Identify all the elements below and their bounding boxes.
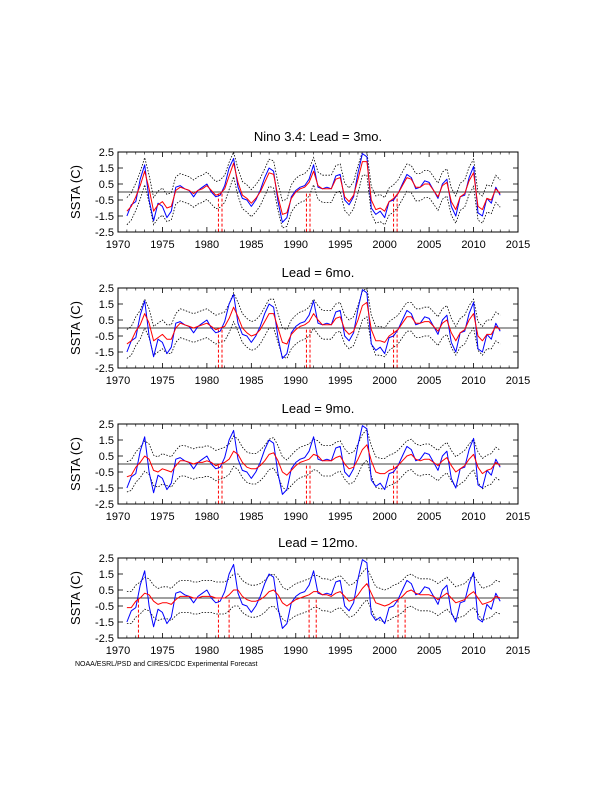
x-tick-label: 2000 — [372, 239, 396, 251]
x-tick-label: 2005 — [417, 239, 441, 251]
y-axis-label: SSTA (C) — [68, 165, 83, 219]
plot-frame — [117, 287, 519, 369]
uncertainty-band-lower — [126, 316, 501, 359]
plot-frame — [117, 151, 519, 233]
y-tick-label: -2.5 — [95, 363, 114, 375]
chart-panel-3: Lead = 9mo. SSTA (C) 1970 1975 1980 1985 1990 1… — [68, 401, 530, 523]
x-tick-label: 1985 — [239, 645, 263, 657]
x-tick-label: 2000 — [372, 375, 396, 387]
x-tick-label: 1990 — [284, 375, 308, 387]
x-tick-label: 2010 — [461, 511, 485, 523]
x-tick-label: 1975 — [150, 511, 174, 523]
x-tick-label: 2005 — [417, 511, 441, 523]
y-tick-label: 1.5 — [99, 569, 114, 581]
y-tick-label: 0.5 — [99, 451, 114, 463]
y-tick-label: -1.5 — [95, 617, 114, 629]
x-tick-label: 2005 — [417, 375, 441, 387]
x-tick-label: 1975 — [150, 239, 174, 251]
x-tick-label: 1995 — [328, 239, 352, 251]
panels: Nino 3.4: Lead = 3mo. SSTA (C) 1970 1975 198… — [68, 129, 530, 657]
y-tick-label: 2.5 — [99, 419, 114, 431]
x-tick-label: 2005 — [417, 645, 441, 657]
x-tick-label: 1980 — [195, 239, 219, 251]
y-tick-label: -0.5 — [95, 331, 114, 343]
plot-frame — [117, 557, 519, 639]
x-tick-label: 1985 — [239, 511, 263, 523]
x-tick-label: 2000 — [372, 645, 396, 657]
x-tick-label: 1995 — [328, 375, 352, 387]
plot-frame — [117, 423, 519, 505]
forecast-series-line — [126, 301, 501, 345]
chart-panel-1: Nino 3.4: Lead = 3mo. SSTA (C) 1970 1975 198… — [68, 129, 530, 251]
x-tick-label: 1985 — [239, 239, 263, 251]
x-tick-label: 2010 — [461, 375, 485, 387]
y-axis-label: SSTA (C) — [68, 437, 83, 491]
x-tick-label: 1975 — [150, 645, 174, 657]
x-tick-label: 2000 — [372, 511, 396, 523]
y-tick-label: -2.5 — [95, 227, 114, 239]
panel-title: Lead = 12mo. — [278, 535, 358, 550]
credit-text: NOAA/ESRL/PSD and CIRES/CDC Experimental… — [75, 661, 258, 668]
y-tick-label: 2.5 — [99, 283, 114, 295]
y-tick-label: -0.5 — [95, 601, 114, 613]
x-tick-label: 1980 — [195, 375, 219, 387]
x-tick-label: 1980 — [195, 511, 219, 523]
chart-panel-4: Lead = 12mo. SSTA (C) 1970 1975 1980 1985 1990… — [68, 535, 530, 657]
uncertainty-band-upper — [126, 428, 501, 462]
panel-title: Nino 3.4: Lead = 3mo. — [254, 129, 382, 144]
x-tick-label: 1970 — [106, 511, 130, 523]
observed-series-line — [126, 559, 501, 629]
uncertainty-band-upper — [126, 287, 501, 331]
y-tick-label: 1.5 — [99, 163, 114, 175]
y-tick-label: 0.5 — [99, 179, 114, 191]
x-tick-label: 2015 — [506, 375, 530, 387]
y-tick-label: -2.5 — [95, 633, 114, 645]
x-tick-label: 2015 — [506, 239, 530, 251]
x-tick-label: 2010 — [461, 645, 485, 657]
x-tick-label: 1970 — [106, 375, 130, 387]
x-tick-label: 1970 — [106, 645, 130, 657]
x-tick-label: 1970 — [106, 239, 130, 251]
x-tick-label: 1980 — [195, 645, 219, 657]
y-tick-label: 0.5 — [99, 585, 114, 597]
forecast-series-line — [126, 161, 501, 215]
x-tick-label: 1985 — [239, 375, 263, 387]
y-tick-label: -1.5 — [95, 211, 114, 223]
uncertainty-band-lower — [126, 459, 501, 493]
x-tick-label: 2015 — [506, 511, 530, 523]
y-tick-label: 0.5 — [99, 315, 114, 327]
forecast-series-line — [126, 444, 501, 478]
panel-title: Lead = 9mo. — [282, 401, 355, 416]
x-tick-label: 1975 — [150, 375, 174, 387]
x-tick-label: 2010 — [461, 239, 485, 251]
uncertainty-band-lower — [126, 598, 501, 624]
y-axis-label: SSTA (C) — [68, 301, 83, 355]
y-tick-label: 1.5 — [99, 435, 114, 447]
x-tick-label: 1990 — [284, 239, 308, 251]
y-tick-label: 2.5 — [99, 147, 114, 159]
x-tick-label: 1995 — [328, 511, 352, 523]
panel-title: Lead = 6mo. — [282, 265, 355, 280]
y-tick-label: 1.5 — [99, 299, 114, 311]
x-tick-label: 1995 — [328, 645, 352, 657]
x-tick-label: 1990 — [284, 645, 308, 657]
forecast-series-line — [126, 583, 501, 609]
uncertainty-band-lower — [126, 174, 501, 229]
x-tick-label: 1990 — [284, 511, 308, 523]
y-axis-label: SSTA (C) — [68, 571, 83, 625]
x-tick-label: 2015 — [506, 645, 530, 657]
uncertainty-band-upper — [126, 150, 501, 202]
y-tick-label: 2.5 — [99, 553, 114, 565]
uncertainty-band-upper — [126, 566, 501, 592]
y-tick-label: -0.5 — [95, 195, 114, 207]
y-tick-label: -2.5 — [95, 499, 114, 511]
y-tick-label: -1.5 — [95, 347, 114, 359]
y-tick-label: -0.5 — [95, 467, 114, 479]
y-tick-label: -1.5 — [95, 483, 114, 495]
chart-panel-2: Lead = 6mo. SSTA (C) 1970 1975 1980 1985 1990 1… — [68, 265, 530, 387]
